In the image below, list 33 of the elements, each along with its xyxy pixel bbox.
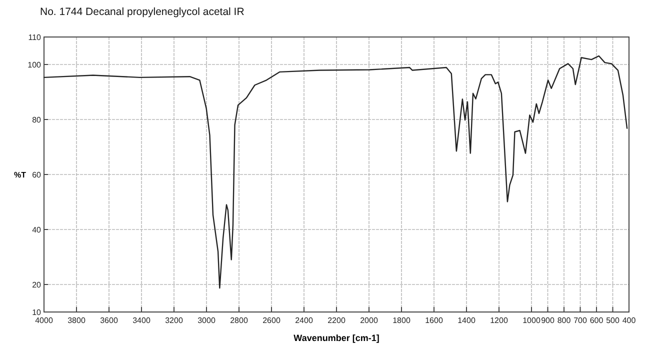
chart-title: No. 1744 Decanal propyleneglycol acetal IR [40,6,245,18]
y-axis-title: %T [14,170,26,180]
y-tick-label: 60 [32,170,42,180]
x-tick-label: 1600 [425,316,444,325]
y-tick-label: 20 [32,280,42,290]
x-tick-label: 3200 [165,316,184,325]
x-tick-label: 3000 [198,316,216,325]
x-tick-label: 800 [557,316,572,325]
x-tick-label: 1400 [458,316,476,325]
x-tick-label: 2600 [262,316,281,325]
x-tick-label: 1200 [490,316,508,325]
x-tick-label: 1000 [522,316,541,325]
x-tick-label: 2000 [360,316,378,325]
y-tick-label: 40 [32,226,42,234]
x-tick-label: 2200 [328,316,346,325]
y-tick-label: 100 [28,60,42,70]
y-tick-label: 10 [32,308,42,317]
line-series [43,55,628,289]
x-tick-label: 3800 [68,316,86,325]
x-tick-label: 500 [606,316,620,325]
x-tick-label: 2400 [295,316,314,325]
y-tick-label: 110 [28,33,42,42]
x-tick-label: 700 [574,316,588,325]
x-tick-label: 1800 [392,316,411,325]
x-tick-label: 3600 [100,316,118,325]
x-tick-label: 900 [541,316,555,325]
x-tick-label: 400 [622,316,636,325]
x-tick-label: 3400 [132,316,151,325]
y-tick-label: 80 [32,116,42,124]
x-tick-label: 600 [590,316,604,325]
x-axis-title: Wavenumber [cm-1] [294,333,380,343]
x-tick-label: 4000 [35,316,54,325]
x-tick-label: 2800 [230,316,248,325]
